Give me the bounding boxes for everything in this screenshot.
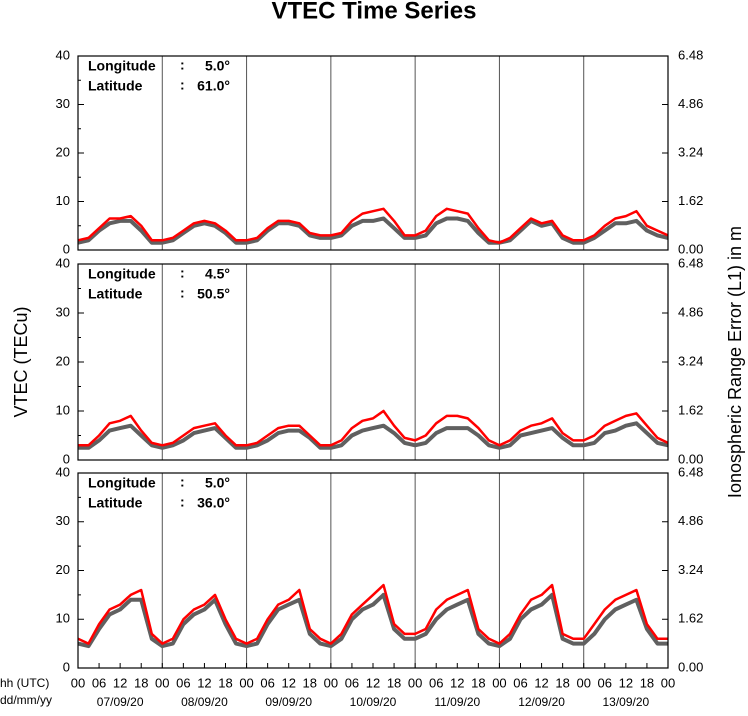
- y-tick-label: 10: [56, 193, 70, 208]
- x-tick-label: 06: [345, 675, 359, 690]
- y2-tick-label: 1.62: [678, 402, 703, 417]
- x-tick-label: 00: [492, 675, 506, 690]
- x-tick-label: 18: [387, 675, 401, 690]
- latitude-value: 36.0°: [197, 495, 230, 511]
- x-tick-label: 18: [471, 675, 485, 690]
- date-label: 11/09/20: [434, 695, 480, 709]
- x-tick-label: 00: [324, 675, 338, 690]
- x-tick-label: 06: [429, 675, 443, 690]
- date-label: 12/09/20: [518, 695, 565, 709]
- latitude-label: Latitude: [88, 495, 143, 511]
- x-tick-label: 12: [619, 675, 633, 690]
- y2-tick-label: 0.00: [678, 241, 703, 256]
- y-tick-label: 30: [56, 96, 70, 111]
- latitude-label: Latitude: [88, 78, 143, 94]
- vtec-line: [77, 207, 669, 244]
- y2-axis-label: Ionospheric Range Error (L1) in m: [725, 226, 745, 498]
- y2-tick-label: 6.48: [678, 47, 703, 62]
- separator: :: [180, 494, 185, 510]
- y2-tick-label: 3.24: [678, 353, 703, 368]
- x-tick-label: 12: [281, 675, 295, 690]
- x-tick-label: 00: [71, 675, 85, 690]
- date-label: 07/09/20: [97, 695, 144, 709]
- y2-tick-label: 3.24: [678, 562, 703, 577]
- x-tick-label: 00: [408, 675, 422, 690]
- x-tick-label: 06: [176, 675, 190, 690]
- y2-tick-label: 1.62: [678, 611, 703, 626]
- vtec-line: [78, 409, 669, 447]
- x-tick-label: 12: [197, 675, 211, 690]
- longitude-label: Longitude: [88, 58, 156, 74]
- x-tick-label: 00: [576, 675, 590, 690]
- x-tick-label: 12: [366, 675, 380, 690]
- y2-tick-label: 6.48: [678, 464, 703, 479]
- x-tick-label: 06: [260, 675, 274, 690]
- date-label: 13/09/20: [602, 695, 649, 709]
- separator: :: [180, 57, 185, 73]
- x-axis-label: hh (UTC): [0, 676, 49, 690]
- reference-line: [77, 216, 669, 245]
- date-axis-label: dd/mm/yy: [0, 693, 52, 707]
- separator: :: [180, 474, 185, 490]
- x-tick-label: 18: [218, 675, 232, 690]
- separator: :: [180, 265, 185, 281]
- reference-line: [78, 421, 669, 450]
- y-tick-label: 30: [56, 513, 70, 528]
- x-tick-label: 18: [640, 675, 654, 690]
- y-axis-label: VTEC (TECu): [11, 306, 31, 417]
- y-tick-label: 20: [56, 562, 70, 577]
- y-tick-label: 40: [56, 464, 70, 479]
- y2-tick-label: 4.86: [678, 304, 703, 319]
- panel-frame: [77, 55, 669, 251]
- y-tick-label: 0: [63, 241, 70, 256]
- x-tick-label: 00: [155, 675, 169, 690]
- y-tick-label: 0: [63, 659, 70, 674]
- longitude-label: Longitude: [88, 266, 156, 282]
- longitude-label: Longitude: [88, 475, 156, 491]
- date-label: 08/09/20: [181, 695, 228, 709]
- y-tick-label: 20: [56, 353, 70, 368]
- y-tick-label: 40: [56, 47, 70, 62]
- x-tick-label: 06: [513, 675, 527, 690]
- x-tick-label: 12: [450, 675, 464, 690]
- x-tick-label: 06: [92, 675, 106, 690]
- y-tick-label: 20: [56, 144, 70, 159]
- y2-tick-label: 0.00: [678, 659, 703, 674]
- longitude-value: 5.0°: [205, 58, 230, 74]
- y2-tick-label: 6.48: [678, 255, 703, 270]
- x-tick-label: 18: [303, 675, 317, 690]
- vtec-line: [77, 583, 668, 645]
- x-tick-label: 00: [661, 675, 675, 690]
- x-tick-label: 18: [555, 675, 569, 690]
- y-tick-label: 30: [56, 304, 70, 319]
- chart-title: VTEC Time Series: [272, 0, 477, 24]
- y2-tick-label: 1.62: [678, 193, 703, 208]
- reference-line: [77, 592, 668, 649]
- separator: :: [180, 77, 185, 93]
- x-tick-label: 18: [134, 675, 148, 690]
- latitude-label: Latitude: [88, 286, 143, 302]
- longitude-value: 5.0°: [205, 475, 230, 491]
- y-tick-label: 10: [56, 402, 70, 417]
- panel-frame: [77, 263, 669, 461]
- y-tick-label: 10: [56, 611, 70, 626]
- x-tick-label: 12: [113, 675, 127, 690]
- y2-tick-label: 4.86: [678, 513, 703, 528]
- latitude-value: 50.5°: [197, 286, 230, 302]
- y-tick-label: 40: [56, 255, 70, 270]
- y2-tick-label: 4.86: [678, 96, 703, 111]
- date-label: 09/09/20: [265, 695, 312, 709]
- x-tick-label: 12: [534, 675, 548, 690]
- x-tick-label: 00: [239, 675, 253, 690]
- x-tick-label: 06: [598, 675, 612, 690]
- y2-tick-label: 3.24: [678, 144, 703, 159]
- latitude-value: 61.0°: [197, 78, 230, 94]
- separator: :: [180, 285, 185, 301]
- y2-tick-label: 0.00: [678, 451, 703, 466]
- y-tick-label: 0: [63, 451, 70, 466]
- date-label: 10/09/20: [350, 695, 397, 709]
- longitude-value: 4.5°: [205, 266, 230, 282]
